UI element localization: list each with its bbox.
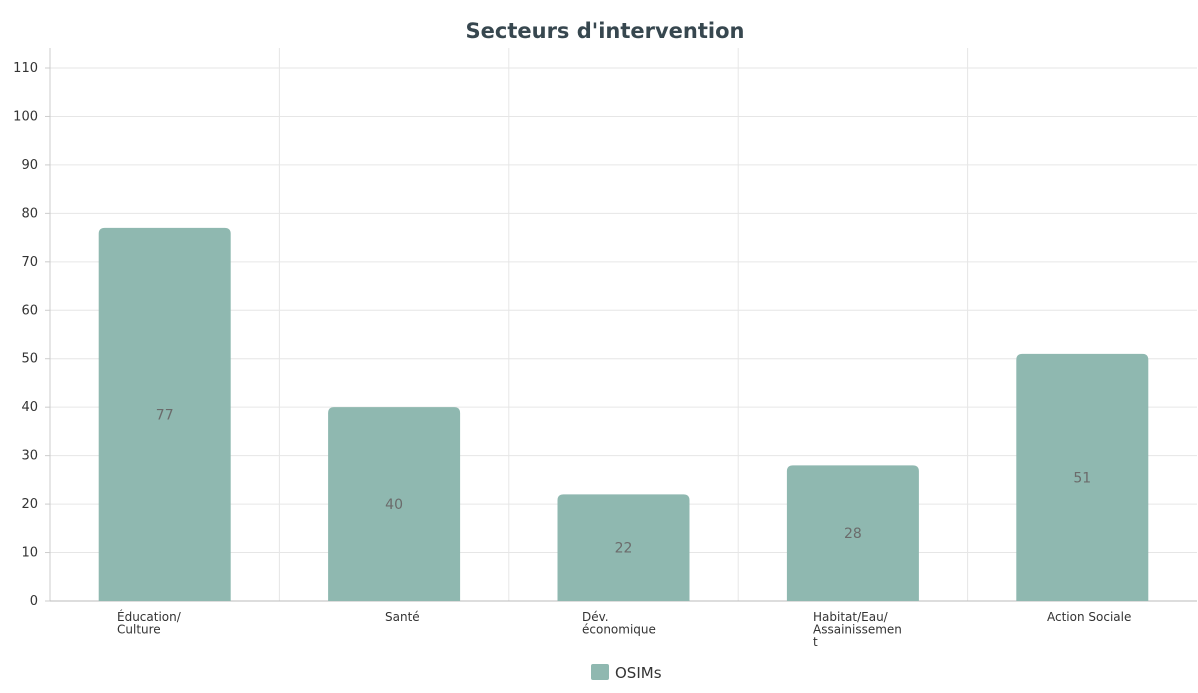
- data-label: 77: [156, 407, 174, 423]
- bar[interactable]: [328, 407, 461, 601]
- bar[interactable]: [786, 465, 919, 601]
- legend-swatch[interactable]: [591, 664, 609, 680]
- y-tick-label: 50: [21, 352, 38, 367]
- y-tick-label: 80: [21, 206, 38, 221]
- y-tick-label: 40: [21, 400, 38, 415]
- x-tick-label: Habitat/Eau/Assainissemen t: [813, 610, 902, 649]
- data-label: 28: [844, 526, 862, 542]
- y-tick-label: 60: [21, 303, 38, 318]
- legend-label[interactable]: OSIMs: [615, 664, 662, 682]
- grid-lines: [50, 48, 1197, 601]
- x-tick-label: Santé: [385, 610, 420, 624]
- y-tick-label: 70: [21, 255, 38, 270]
- data-label: 51: [1073, 470, 1091, 486]
- y-tick-label: 110: [13, 61, 38, 76]
- x-tick-label: Dév. économique: [582, 610, 656, 637]
- y-tick-label: 0: [30, 594, 38, 609]
- y-tick-label: 90: [21, 158, 38, 173]
- chart-title: Secteurs d'intervention: [466, 19, 745, 43]
- y-tick-label: 20: [21, 497, 38, 512]
- bar[interactable]: [557, 494, 690, 601]
- x-tick-label: Éducation/Culture: [117, 609, 182, 637]
- axes: 0 10 20 30 40 50 60 70 80 90 100 110 Éducation/Cultu…: [13, 48, 1197, 649]
- x-tick-label: Action Sociale: [1047, 610, 1131, 624]
- data-label: 22: [615, 541, 633, 557]
- y-tick-label: 30: [21, 449, 38, 464]
- y-tick-label: 10: [21, 546, 38, 561]
- data-labels: 77 40 22 28 51: [156, 407, 1091, 556]
- data-label: 40: [385, 497, 403, 513]
- bar[interactable]: [1016, 353, 1149, 601]
- legend[interactable]: OSIMs: [591, 664, 662, 682]
- y-tick-label: 100: [13, 109, 38, 124]
- bars: [98, 227, 1149, 601]
- bar[interactable]: [98, 227, 231, 601]
